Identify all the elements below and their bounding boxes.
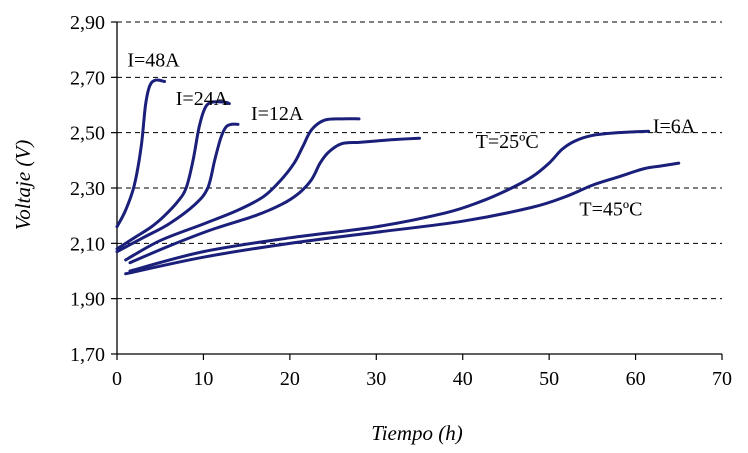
x-tick-label: 10	[193, 368, 213, 390]
tick-labels: 1,70 1,90 2,10 2,30 2,50 2,70 2,90 0 10 20 30 40 50 6…	[70, 12, 732, 390]
y-tick-label: 1,70	[70, 344, 105, 366]
annotation-label: I=12A	[251, 103, 304, 125]
series-line-3	[115, 122, 240, 254]
y-tick-label: 2,50	[70, 123, 105, 145]
y-tick-label: 2,70	[70, 67, 105, 89]
x-tick-label: 20	[280, 368, 300, 390]
x-tick-label: 70	[712, 368, 732, 390]
x-tick-label: 0	[112, 368, 122, 390]
x-tick-label: 40	[453, 368, 473, 390]
x-axis-label: Tiempo (h)	[371, 421, 463, 445]
series-line-4	[124, 117, 361, 262]
annotation-label: I=24A	[176, 88, 229, 110]
series-line-2	[115, 100, 231, 251]
x-tick-label: 60	[626, 368, 646, 390]
series-line-1	[115, 78, 167, 229]
annotations: I=48A I=24A I=12A I=6A T=25ºC T=45ºC	[127, 49, 695, 220]
y-tick-label: 2,30	[70, 178, 105, 200]
y-axis-label: Voltaje (V)	[11, 140, 35, 230]
y-tick-label: 1,90	[70, 289, 105, 311]
series-line-7	[124, 161, 681, 276]
axes	[111, 21, 723, 360]
series-line-6	[128, 129, 651, 273]
series-lines	[115, 78, 681, 276]
x-tick-label: 30	[366, 368, 386, 390]
annotation-label: T=25ºC	[476, 131, 539, 153]
series-line-5	[128, 136, 421, 265]
y-tick-label: 2,90	[70, 12, 105, 34]
y-tick-label: 2,10	[70, 233, 105, 255]
x-tick-label: 50	[539, 368, 559, 390]
annotation-label: I=48A	[127, 49, 180, 71]
annotation-label: I=6A	[653, 116, 696, 138]
annotation-label: T=45ºC	[579, 199, 642, 221]
